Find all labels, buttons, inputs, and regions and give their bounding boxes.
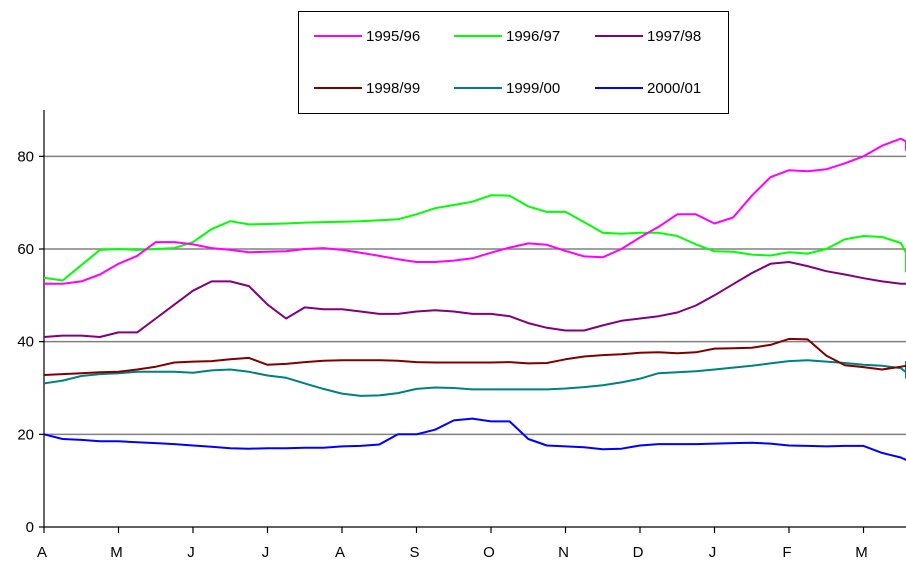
legend-label: 1995/96 xyxy=(366,27,421,45)
series-line-1999-00 xyxy=(43,359,906,397)
legend-item-2000-01: 2000/01 xyxy=(595,78,701,98)
series-line-1998-99 xyxy=(43,337,906,376)
legend-swatch xyxy=(454,35,502,37)
x-tick-label-3: J xyxy=(262,544,270,561)
legend-label: 1999/00 xyxy=(506,79,561,97)
legend-item-1999-00: 1999/00 xyxy=(454,78,560,98)
legend-swatch xyxy=(314,87,362,89)
legend-label: 1996/97 xyxy=(506,27,561,45)
legend-label: 1998/99 xyxy=(366,79,421,97)
legend-item-1997-98: 1997/98 xyxy=(595,26,701,46)
legend-swatch xyxy=(595,87,643,89)
legend: 1995/96 1996/97 1997/98 1998/99 1999/00 … xyxy=(298,11,729,114)
series-line-1997-98 xyxy=(43,261,906,338)
legend-item-1996-97: 1996/97 xyxy=(454,26,560,46)
series-line-2000-01 xyxy=(43,417,906,461)
legend-item-1998-99: 1998/99 xyxy=(314,78,420,98)
y-tick-label-60: 60 xyxy=(17,241,34,258)
gridlines xyxy=(44,155,906,436)
x-tick-label-2: J xyxy=(187,544,195,561)
x-tick-label-8: D xyxy=(633,544,644,561)
x-tick-label-10: F xyxy=(782,544,791,561)
x-tick-label-5: S xyxy=(409,544,419,561)
x-tick-label-11: M xyxy=(855,544,868,561)
y-tick-label-0: 0 xyxy=(26,519,34,536)
x-tick-label-4: A xyxy=(335,544,345,561)
series-line-1995-96 xyxy=(44,137,906,285)
x-tick-label-9: J xyxy=(709,544,717,561)
axes xyxy=(39,110,906,533)
legend-item-1995-96: 1995/96 xyxy=(314,26,420,46)
x-tick-label-6: O xyxy=(483,544,495,561)
legend-swatch xyxy=(454,87,502,89)
legend-label: 1997/98 xyxy=(647,27,702,45)
legend-swatch xyxy=(314,35,362,37)
legend-label: 2000/01 xyxy=(647,79,702,97)
y-tick-label-40: 40 xyxy=(17,334,34,351)
series-lines xyxy=(43,137,906,461)
legend-swatch xyxy=(595,35,643,37)
series-line-1996-97 xyxy=(43,194,906,282)
y-tick-label-20: 20 xyxy=(17,426,34,443)
tick-labels: 0 20 40 60 80 A M J J A S O N D J F M xyxy=(17,148,867,561)
y-tick-label-80: 80 xyxy=(17,148,34,165)
x-tick-label-1: M xyxy=(110,544,123,561)
x-tick-label-0: A xyxy=(37,544,47,561)
x-tick-label-7: N xyxy=(558,544,569,561)
